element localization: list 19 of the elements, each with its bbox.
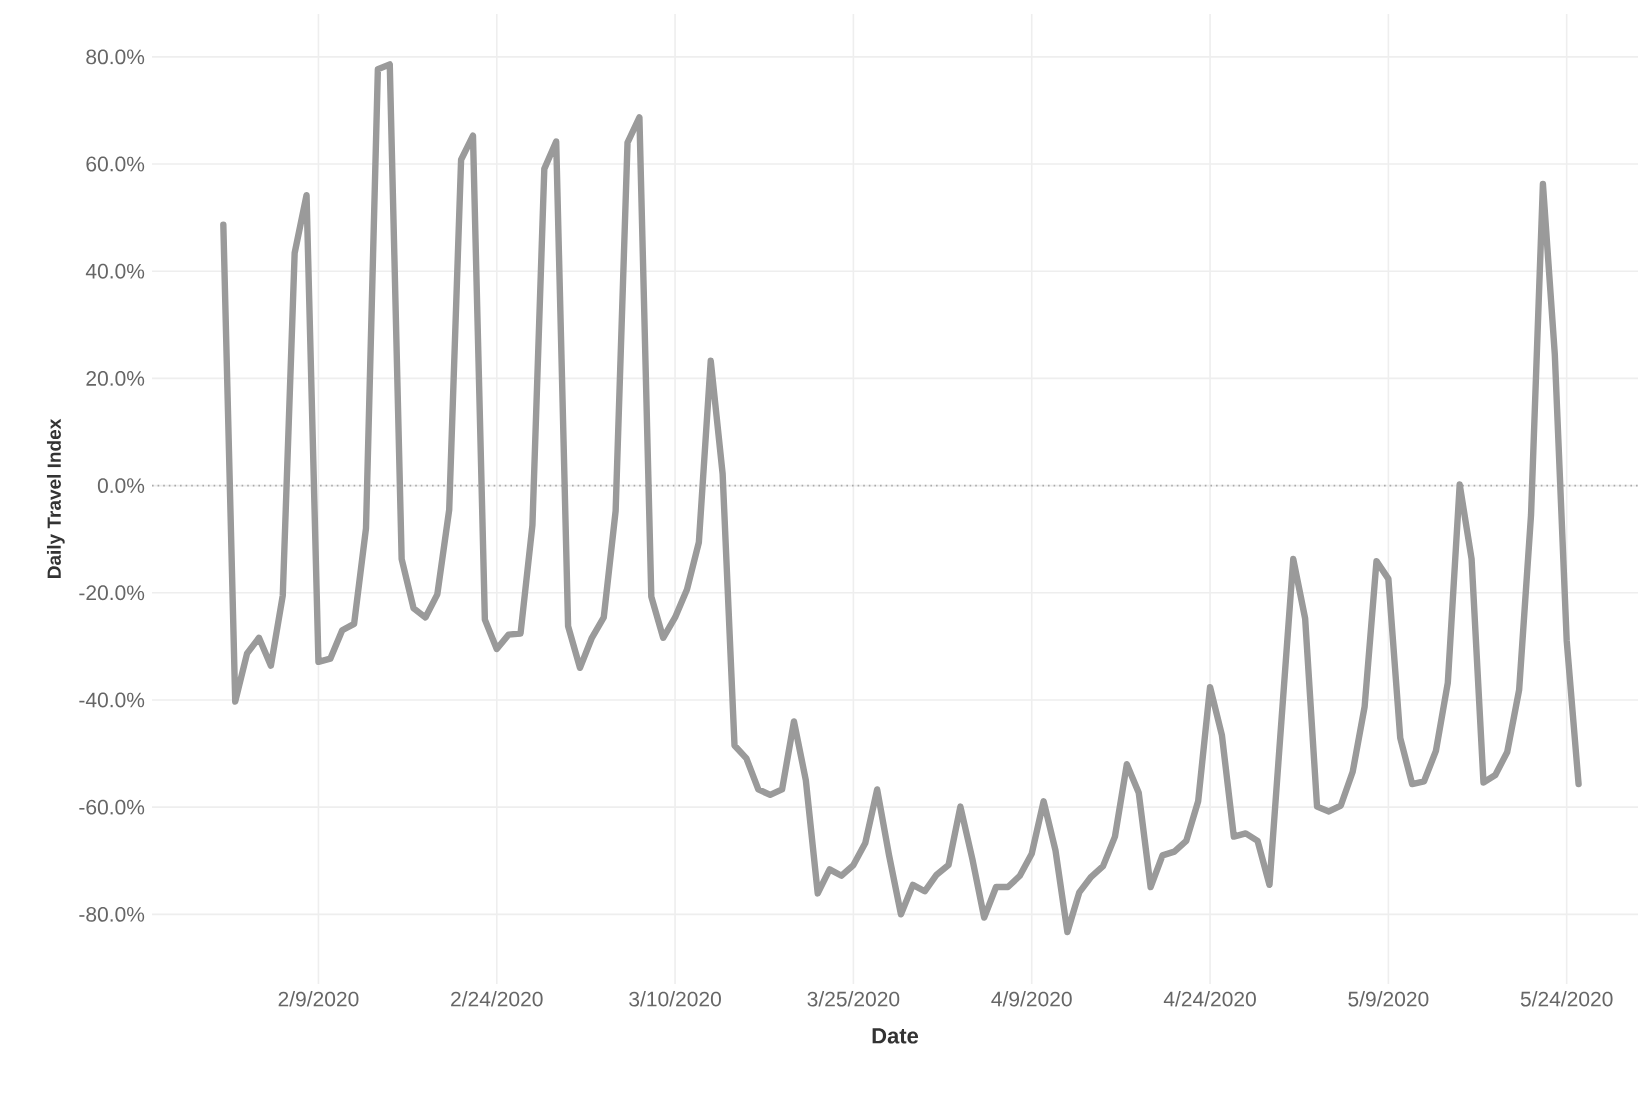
y-tick-label: -40.0% <box>79 692 145 708</box>
x-tick-label: 3/10/2020 <box>629 991 721 1007</box>
y-tick-label: -60.0% <box>79 799 145 815</box>
x-tick-label: 2/9/2020 <box>278 991 359 1007</box>
x-tick-label: 5/24/2020 <box>1520 991 1613 1007</box>
x-tick-label: 3/25/2020 <box>807 991 900 1007</box>
x-tick-label: 4/9/2020 <box>991 991 1072 1007</box>
x-axis-title: Date <box>872 1028 919 1044</box>
y-tick-label: 0.0% <box>97 478 145 494</box>
x-tick-label: 5/9/2020 <box>1348 991 1429 1007</box>
y-tick-label: -80.0% <box>79 906 145 922</box>
y-tick-label: 40.0% <box>85 263 145 279</box>
x-tick-label: 4/24/2020 <box>1163 991 1256 1007</box>
x-tick-label: 2/24/2020 <box>451 991 543 1007</box>
y-axis-title: Daily Travel Index <box>46 418 65 578</box>
y-tick-label: 80.0% <box>86 49 145 65</box>
y-tick-label: 20.0% <box>86 370 145 386</box>
y-tick-label: -20.0% <box>79 585 145 601</box>
y-tick-label: 60.0% <box>86 156 145 172</box>
